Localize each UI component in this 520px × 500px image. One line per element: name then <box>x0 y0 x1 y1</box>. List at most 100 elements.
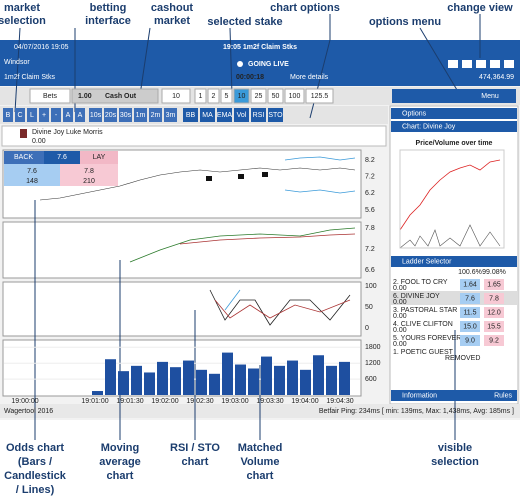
time-label: 19:01:30 <box>116 398 143 405</box>
stake-button <box>194 88 207 104</box>
chart-option: 1m <box>136 112 146 119</box>
annotation: average <box>99 456 141 468</box>
chart-option: MA <box>202 112 213 119</box>
runner-pl: 0.00 <box>393 313 407 320</box>
lay-box <box>484 293 504 304</box>
ma-panel <box>2 221 362 279</box>
runner-pl: 0.00 <box>32 138 46 145</box>
lay: LAY <box>93 154 106 161</box>
book-lay: 99.08% <box>482 269 506 276</box>
info-title: Information <box>402 392 437 399</box>
annotation-lines <box>14 14 481 440</box>
chart-option: EMA <box>217 112 233 119</box>
volume-bar <box>118 371 129 395</box>
time-label: 19:03:00 <box>221 398 248 405</box>
volume-bar <box>248 368 259 395</box>
side-price-line <box>399 159 501 231</box>
runner-row: 1. POETIC GUEST <box>393 349 454 356</box>
chart-button <box>164 108 177 122</box>
countdown: 00:00:18 <box>236 74 264 81</box>
chart-option: 2m <box>151 112 161 119</box>
details-link: More details <box>290 74 329 81</box>
market-title: 19:05 1m2f Claim Stks <box>223 44 297 51</box>
volume-bar <box>222 352 233 395</box>
axis-label: 6.6 <box>365 267 375 274</box>
chart-option: STO <box>268 112 283 119</box>
stake-button <box>220 88 233 104</box>
time-label: 19:03:30 <box>256 398 283 405</box>
stake: 125.5 <box>311 93 329 100</box>
lay-header <box>80 151 118 164</box>
sto-signal <box>224 289 241 311</box>
annotation: change view <box>447 2 513 14</box>
lay-price: 9.2 <box>489 337 499 344</box>
runner-row: 2. FOOL TO CRY <box>393 279 448 286</box>
time-label: 19:02:30 <box>186 398 213 405</box>
stake-button <box>305 88 334 104</box>
annotation: Candlestick <box>4 470 67 482</box>
lay-cell <box>60 164 118 186</box>
chart-option: - <box>55 112 58 119</box>
chart-option: RSI <box>253 112 265 119</box>
volume-bar <box>92 391 103 395</box>
side-panel <box>389 105 519 405</box>
chart-button <box>200 108 215 122</box>
annotation: market <box>4 2 40 14</box>
runner-row: 5. YOURS FOREVER <box>393 335 461 342</box>
lay-box <box>484 321 504 332</box>
side-chart-frame <box>399 149 505 249</box>
menu-button <box>392 89 516 103</box>
lay-size: 210 <box>83 178 95 185</box>
back-price: 9.0 <box>465 337 475 344</box>
bollinger-upper <box>284 156 356 161</box>
runner-row: 3. PASTORAL STAR <box>393 307 457 314</box>
chart-option: C <box>17 112 22 119</box>
volume-tick: 600 <box>365 376 377 383</box>
cashout: Cash Out <box>105 93 137 100</box>
stake: 50 <box>272 93 280 100</box>
lay-box <box>484 279 504 290</box>
chart-option: 3m <box>166 112 176 119</box>
lay-box <box>484 307 504 318</box>
rules-link: Rules <box>494 392 512 399</box>
annotation: cashout <box>151 2 194 14</box>
live-dot <box>237 61 243 67</box>
annotation: Odds chart <box>6 442 64 454</box>
chart-option: A <box>66 112 71 119</box>
chart-button <box>134 108 147 122</box>
last-price-value: 7.6 <box>57 154 67 161</box>
chart-button <box>183 108 198 122</box>
chart-button <box>75 108 85 122</box>
chart-button <box>251 108 266 122</box>
annotation: chart <box>182 456 209 468</box>
stake-input-value: 10 <box>172 93 180 100</box>
chart-button <box>3 108 13 122</box>
bets-button <box>29 88 71 104</box>
back: BACK <box>14 154 33 161</box>
lay-price: 12.0 <box>487 309 501 316</box>
stake-button <box>250 88 267 104</box>
runner-name: Divine Joy <box>32 129 65 136</box>
menu: Menu <box>481 93 499 100</box>
chart-option: 20s <box>105 112 117 119</box>
chart-option: A <box>78 112 83 119</box>
book-back: 100.6% <box>458 269 482 276</box>
chart-button <box>104 108 117 122</box>
annotation: chart <box>247 470 274 482</box>
silk <box>20 129 27 138</box>
candle <box>238 174 244 179</box>
runner-row: 6. DIVINE JOY <box>393 293 440 300</box>
runner-pl: 0.00 <box>393 341 407 348</box>
bets: Bets <box>43 93 58 100</box>
axis-label: 6.2 <box>365 190 375 197</box>
chart-button <box>15 108 25 122</box>
annotation: betting <box>90 2 127 14</box>
amount: 1.00 <box>78 93 92 100</box>
panel-band <box>391 390 517 401</box>
view-icons <box>448 60 514 68</box>
candle <box>262 172 268 177</box>
lay-price: 15.5 <box>487 323 501 330</box>
back-price: 7.6 <box>27 168 37 175</box>
volume-bar <box>235 364 246 395</box>
lay-price: 1.65 <box>487 281 501 288</box>
